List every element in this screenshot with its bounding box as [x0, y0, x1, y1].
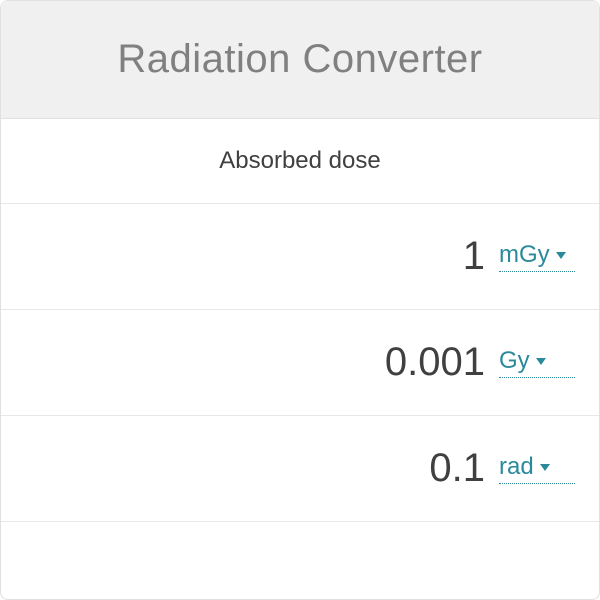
chevron-down-icon — [556, 252, 566, 259]
chevron-down-icon — [536, 358, 546, 365]
unit-label: rad — [499, 453, 534, 481]
value-input-rad[interactable] — [205, 446, 485, 491]
value-input-gy[interactable] — [205, 340, 485, 385]
value-row-rad: rad — [1, 416, 599, 522]
value-row-mgy: mGy — [1, 204, 599, 310]
unit-selector-gy[interactable]: Gy — [499, 347, 575, 378]
converter-panel: Radiation Converter Absorbed dose mGy Gy… — [0, 0, 600, 600]
unit-selector-rad[interactable]: rad — [499, 453, 575, 484]
chevron-down-icon — [540, 464, 550, 471]
panel-header: Radiation Converter — [1, 1, 599, 119]
value-input-mgy[interactable] — [205, 234, 485, 279]
section-label: Absorbed dose — [219, 147, 380, 174]
value-row-gy: Gy — [1, 310, 599, 416]
unit-selector-mgy[interactable]: mGy — [499, 241, 575, 272]
unit-label: Gy — [499, 347, 530, 375]
unit-label: mGy — [499, 241, 550, 269]
section-label-row: Absorbed dose — [1, 119, 599, 204]
page-title: Radiation Converter — [21, 37, 579, 82]
